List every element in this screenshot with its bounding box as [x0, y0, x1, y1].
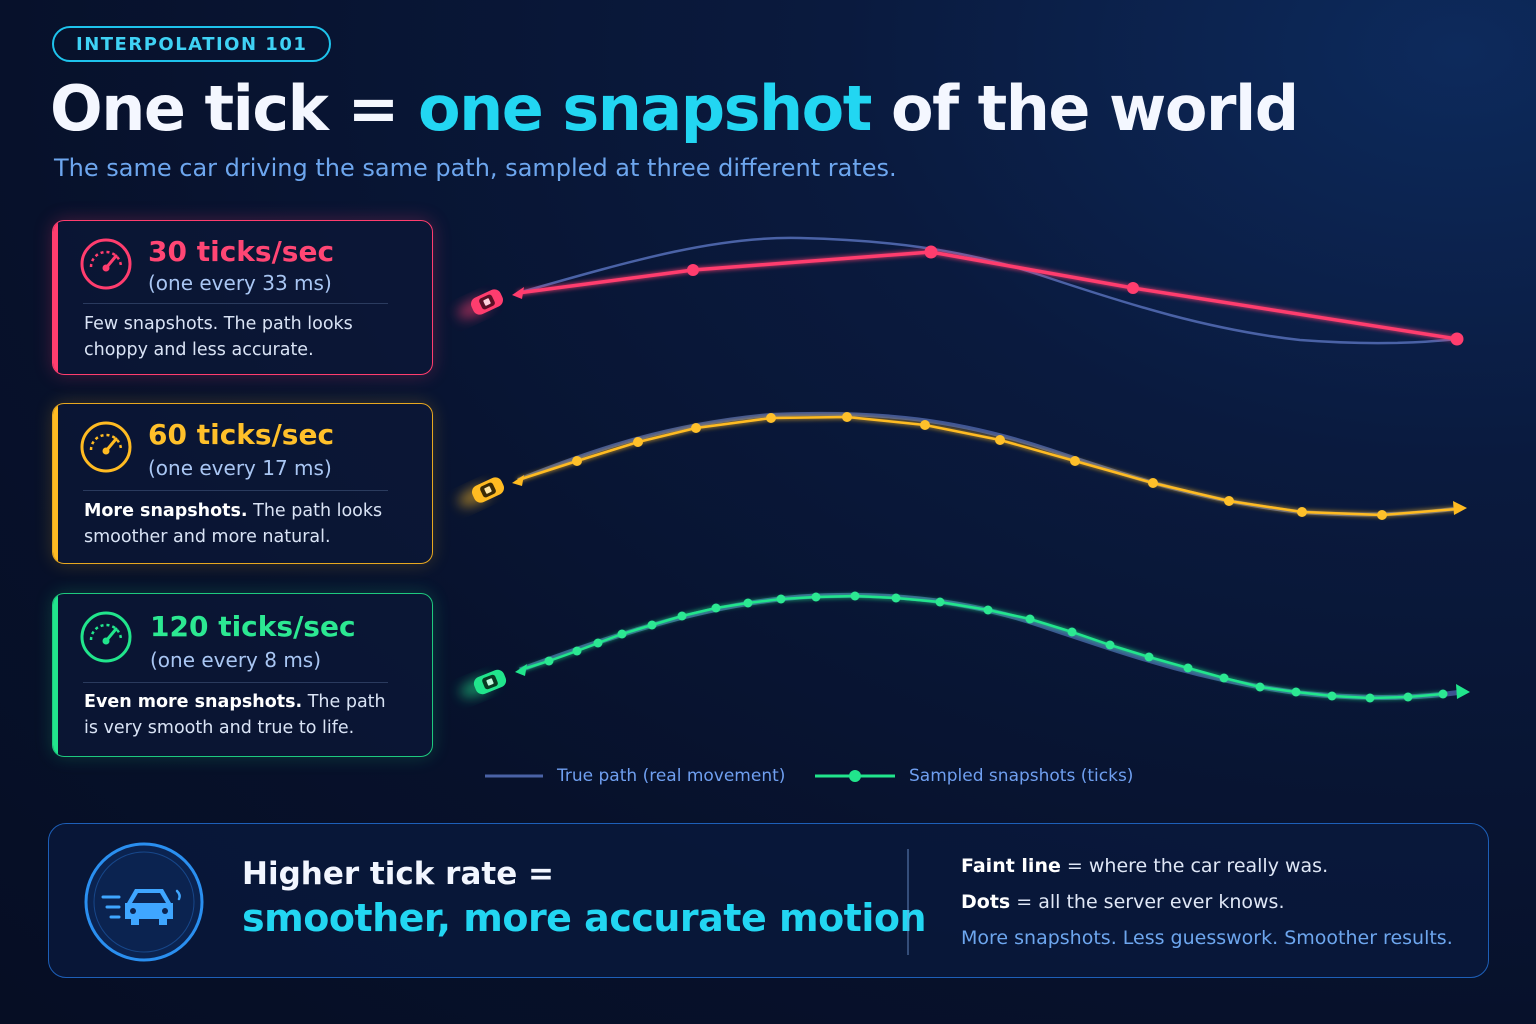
car-icon: [458, 477, 505, 507]
card-description-text: The path is very smooth and true to life…: [84, 692, 386, 738]
tick-interval-label: (one every 33 ms): [148, 271, 332, 295]
summary-note-dots: Dots = all the server ever knows.: [961, 891, 1285, 913]
tick-dot: [687, 264, 699, 276]
speedometer-icon: [80, 421, 132, 473]
car-icon: [457, 289, 504, 319]
card-description: More snapshots. The path looks smoother …: [84, 498, 404, 550]
note-text: = all the server ever knows.: [1010, 891, 1285, 913]
path-row-30-ticks: [457, 236, 1464, 346]
sampled-path-line: [517, 415, 1458, 517]
legend-samples: Sampled snapshots (ticks): [815, 766, 1133, 786]
tick-dot: [1450, 332, 1464, 346]
page-title: One tick = one snapshot of the world: [50, 72, 1299, 145]
path-row-120-ticks: [460, 591, 1470, 703]
tick-interval-label: (one every 17 ms): [148, 456, 332, 480]
card-description-text: Few snapshots. The path looks choppy and…: [84, 314, 353, 360]
card-description-bold: More snapshots.: [84, 501, 248, 521]
legend-line-swatch: [485, 774, 543, 778]
summary-heading: Higher tick rate =: [242, 856, 554, 892]
legend-samples-label: Sampled snapshots (ticks): [909, 766, 1134, 786]
summary-note-faint-line: Faint line = where the car really was.: [961, 855, 1328, 877]
section-badge: INTERPOLATION 101: [52, 26, 332, 62]
summary-panel: Higher tick rate = smoother, more accura…: [48, 823, 1489, 978]
arrow-tail-icon: [515, 664, 527, 676]
tick-rate-label: 120 ticks/sec: [150, 610, 356, 643]
card-description: Few snapshots. The path looks choppy and…: [84, 311, 404, 363]
sampled-paths-diagram: [457, 236, 1470, 703]
note-bold: Dots: [961, 891, 1011, 913]
note-bold: Faint line: [961, 855, 1061, 877]
title-prefix: One tick =: [50, 72, 418, 145]
car-speed-icon: [84, 842, 204, 962]
car-icon: [460, 669, 507, 698]
title-suffix: of the world: [870, 72, 1299, 145]
legend-true-path: True path (real movement): [485, 766, 785, 786]
arrow-tail-icon: [512, 475, 524, 486]
card-divider: [83, 682, 388, 683]
card-description-text: The path looks smoother and more natural…: [84, 501, 383, 547]
card-120-ticks: 120 ticks/sec (one every 8 ms) Even more…: [52, 593, 433, 757]
arrow-head-icon: [512, 287, 524, 299]
note-text: = where the car really was.: [1060, 855, 1329, 877]
summary-divider: [907, 849, 909, 955]
card-divider: [83, 303, 388, 304]
tick-rate-label: 30 ticks/sec: [148, 235, 335, 268]
true-path-line: [517, 236, 1458, 345]
true-path-line: [517, 411, 1461, 517]
tick-dot: [924, 245, 938, 259]
sampled-path-line: [517, 250, 1458, 341]
card-description-bold: Even more snapshots.: [84, 692, 303, 712]
arrow-head-icon: [1453, 501, 1467, 515]
title-accent: one snapshot: [417, 72, 872, 145]
summary-highlight: smoother, more accurate motion: [242, 896, 927, 940]
summary-tagline: More snapshots. Less guesswork. Smoother…: [961, 927, 1453, 949]
arrow-head-icon: [1456, 684, 1470, 699]
tick-dots: [572, 412, 1387, 520]
card-divider: [83, 490, 388, 491]
legend-dot-swatch: [815, 770, 895, 782]
path-row-60-ticks: [458, 411, 1467, 520]
tick-rate-label: 60 ticks/sec: [148, 418, 335, 451]
speedometer-icon: [80, 611, 132, 663]
card-60-ticks: 60 ticks/sec (one every 17 ms) More snap…: [52, 403, 433, 564]
speedometer-icon: [80, 238, 132, 290]
legend-true-path-label: True path (real movement): [557, 766, 786, 786]
card-description: Even more snapshots. The path is very sm…: [84, 689, 404, 741]
tick-interval-label: (one every 8 ms): [150, 648, 322, 672]
tick-dot: [1127, 282, 1139, 294]
page-subtitle: The same car driving the same path, samp…: [54, 154, 897, 182]
card-30-ticks: 30 ticks/sec (one every 33 ms) Few snaps…: [52, 220, 433, 375]
tick-dots: [544, 591, 1448, 703]
